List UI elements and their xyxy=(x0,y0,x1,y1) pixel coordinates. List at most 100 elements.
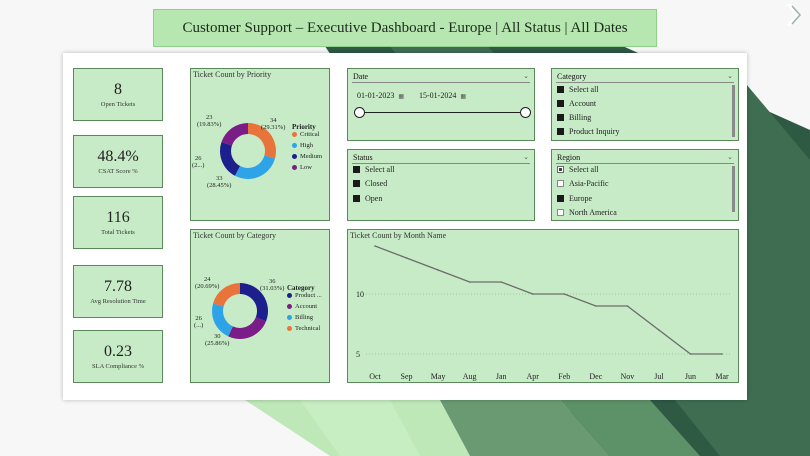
legend-title: Category xyxy=(287,284,315,292)
donut-slice-low[interactable] xyxy=(221,123,248,146)
legend-item-high[interactable]: High xyxy=(292,142,322,149)
chevron-down-icon[interactable]: ⌄ xyxy=(523,153,529,161)
chart-title: Ticket Count by Month Name xyxy=(350,231,447,240)
scrollbar[interactable] xyxy=(732,85,735,137)
checkbox[interactable] xyxy=(557,114,564,121)
x-tick-label: Apr xyxy=(527,372,540,381)
donut-slice-medium[interactable] xyxy=(220,142,241,176)
category-chart-panel[interactable]: Ticket Count by Category 36 (31.03%) 24 … xyxy=(190,229,330,383)
slicer-title: Status xyxy=(353,153,373,162)
date-range-start-handle[interactable] xyxy=(354,107,365,118)
label-percent: (...) xyxy=(194,322,204,330)
checkbox[interactable] xyxy=(557,166,564,173)
data-point[interactable] xyxy=(595,305,597,307)
checkbox[interactable] xyxy=(557,100,564,107)
checkbox[interactable] xyxy=(353,180,360,187)
legend-item-low[interactable]: Low xyxy=(292,164,322,171)
legend-item-technical[interactable]: Technical xyxy=(287,325,322,332)
x-tick-label: May xyxy=(431,372,446,381)
chevron-down-icon[interactable]: ⌄ xyxy=(727,153,733,161)
chevron-down-icon[interactable]: ⌄ xyxy=(523,72,529,80)
option-closed[interactable]: Closed xyxy=(353,179,387,188)
legend-dot xyxy=(292,165,297,170)
series-line[interactable] xyxy=(374,245,722,355)
slicer-title: Date xyxy=(353,72,369,81)
kpi-total-tickets: 116 Total Tickets xyxy=(73,196,163,249)
checkbox[interactable] xyxy=(557,195,564,202)
scrollbar[interactable] xyxy=(732,166,735,212)
label-percent: (28.45%) xyxy=(207,182,232,190)
option-asia-pacific[interactable]: Asia-Pacific xyxy=(557,179,609,188)
data-point[interactable] xyxy=(500,281,502,283)
y-tick-label: 5 xyxy=(356,350,360,359)
priority-donut xyxy=(220,123,276,179)
data-label-billing: 26 (...) xyxy=(194,315,203,329)
y-tick-label: 10 xyxy=(356,290,364,299)
donut-slice-technical[interactable] xyxy=(213,283,240,307)
category-slicer: Category ⌄ Select all Account Billing Pr… xyxy=(551,68,739,141)
legend-item-account[interactable]: Account xyxy=(287,303,322,310)
data-point[interactable] xyxy=(563,293,566,295)
end-date-input[interactable]: 15-01-2024 ▦ xyxy=(419,91,466,100)
legend-dot xyxy=(292,154,297,159)
option-label: Closed xyxy=(365,179,388,188)
option-billing[interactable]: Billing xyxy=(557,113,591,122)
data-point[interactable] xyxy=(468,281,471,283)
option-open[interactable]: Open xyxy=(353,194,382,203)
calendar-icon[interactable]: ▦ xyxy=(460,93,466,100)
month-line-chart-panel[interactable]: Ticket Count by Month Name 10 5 Oct Sep May A… xyxy=(347,229,739,383)
x-tick-label: Oct xyxy=(369,372,381,381)
checkbox[interactable] xyxy=(557,86,564,93)
report-canvas: 8 Open Tickets 48.4% CSAT Score % 116 To… xyxy=(63,53,747,400)
data-point[interactable] xyxy=(531,293,534,295)
data-point[interactable] xyxy=(626,305,629,307)
donut-slice-billing[interactable] xyxy=(212,303,233,337)
data-point[interactable] xyxy=(405,257,408,259)
legend-item-billing[interactable]: Billing xyxy=(287,314,322,321)
checkbox[interactable] xyxy=(557,209,564,216)
data-point[interactable] xyxy=(437,269,439,271)
kpi-value: 116 xyxy=(106,209,130,226)
option-europe[interactable]: Europe xyxy=(557,194,592,203)
date-range-end-handle[interactable] xyxy=(520,107,531,118)
donut-slice-high[interactable] xyxy=(234,155,275,179)
option-select-all[interactable]: Select all xyxy=(557,165,599,174)
data-point[interactable] xyxy=(374,245,376,247)
option-account[interactable]: Account xyxy=(557,99,596,108)
checkbox[interactable] xyxy=(353,166,360,173)
data-point[interactable] xyxy=(658,329,660,331)
kpi-label: CSAT Score % xyxy=(98,168,138,175)
checkbox[interactable] xyxy=(557,180,564,187)
legend-item-product[interactable]: Product ... xyxy=(287,292,322,299)
category-legend: Category Product ... Account Billing Tec… xyxy=(287,284,322,332)
chevron-down-icon[interactable]: ⌄ xyxy=(727,72,733,80)
divider xyxy=(556,82,734,83)
option-select-all[interactable]: Select all xyxy=(557,85,599,94)
data-point[interactable] xyxy=(721,353,723,355)
checkbox[interactable] xyxy=(557,128,564,135)
start-date-input[interactable]: 01-01-2023 ▦ xyxy=(357,91,404,100)
label-percent: (2...) xyxy=(192,162,205,170)
slicer-title: Region xyxy=(557,153,581,162)
data-point[interactable] xyxy=(689,353,692,355)
label-percent: (25.86%) xyxy=(205,340,230,348)
legend-item-medium[interactable]: Medium xyxy=(292,153,322,160)
next-page-chevron-icon[interactable] xyxy=(784,2,804,28)
option-product-inquiry[interactable]: Product Inquiry xyxy=(557,127,619,136)
donut-slice-product-inquiry[interactable] xyxy=(240,283,268,322)
option-north-america[interactable]: North America xyxy=(557,208,617,217)
donut-slice-account[interactable] xyxy=(228,317,267,339)
label-percent: (29.31%) xyxy=(261,124,286,132)
option-select-all[interactable]: Select all xyxy=(353,165,395,174)
data-label-medium: 26 (2...) xyxy=(192,155,204,169)
kpi-sla-compliance: 0.23 SLA Compliance % xyxy=(73,330,163,383)
legend-item-critical[interactable]: Critical xyxy=(292,131,322,138)
slicer-title: Category xyxy=(557,72,587,81)
kpi-value: 8 xyxy=(114,81,122,98)
priority-chart-panel[interactable]: Ticket Count by Priority 34 (29.31%) 23 … xyxy=(190,68,330,221)
calendar-icon[interactable]: ▦ xyxy=(398,93,404,100)
checkbox[interactable] xyxy=(353,195,360,202)
donut-slice-critical[interactable] xyxy=(248,123,276,159)
data-label-product: 36 (31.03%) xyxy=(260,278,284,292)
legend-dot xyxy=(292,132,297,137)
